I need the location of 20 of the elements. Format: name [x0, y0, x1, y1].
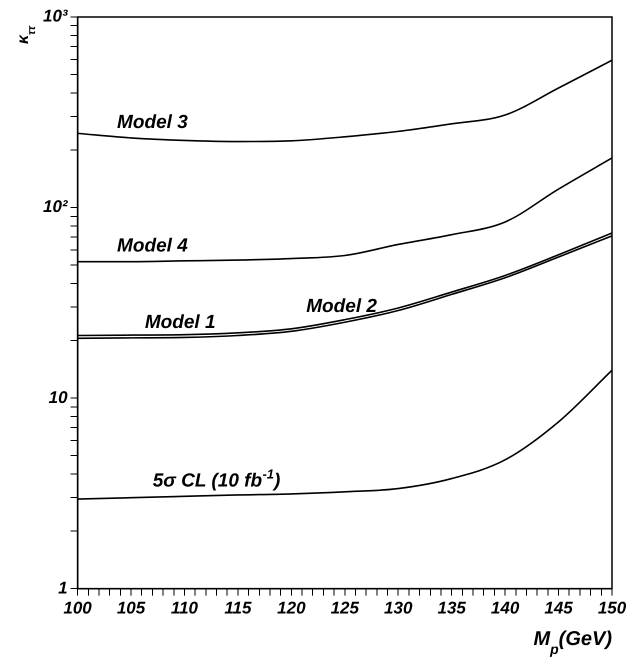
- x-tick-label: 115: [224, 598, 252, 618]
- annotation: Model 4: [117, 236, 188, 257]
- x-tick-label: 105: [116, 598, 146, 618]
- y-axis-title: κττ: [15, 25, 38, 44]
- annotation: Model 1: [144, 312, 216, 333]
- annotation: Model 3: [117, 112, 188, 133]
- y-tick-label: 10: [48, 388, 68, 407]
- x-tick-label: 110: [170, 598, 199, 618]
- x-tick-label: 100: [63, 598, 92, 618]
- y-tick-label: 1: [58, 578, 68, 598]
- x-tick-label: 120: [277, 598, 306, 618]
- x-tick-label: 145: [544, 598, 574, 618]
- x-tick-label: 135: [437, 598, 466, 618]
- x-tick-label: 140: [490, 598, 520, 618]
- x-tick-label: 150: [598, 598, 627, 618]
- x-tick-label: 130: [384, 598, 413, 618]
- y-tick-label: 10³: [42, 6, 69, 26]
- y-tick-label: 10²: [42, 197, 69, 216]
- annotation: Model 2: [306, 296, 378, 318]
- x-tick-label: 125: [330, 598, 360, 618]
